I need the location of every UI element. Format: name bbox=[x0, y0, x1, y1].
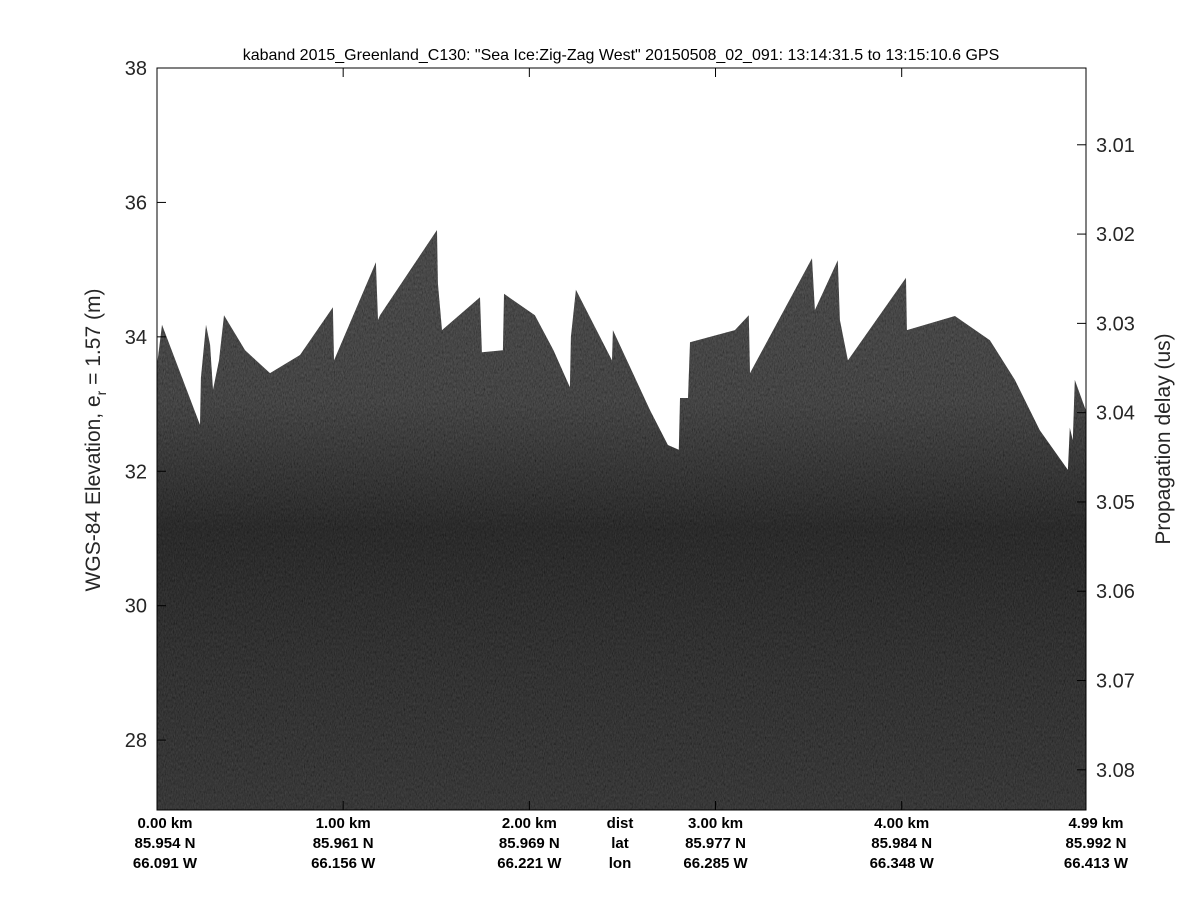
y2-tick-label: 3.02 bbox=[1096, 224, 1135, 246]
row-label-dist: dist bbox=[607, 815, 634, 832]
row-label-lat: lat bbox=[611, 835, 629, 852]
lon-label: 66.285 W bbox=[683, 855, 748, 872]
dist-label: 1.00 km bbox=[316, 815, 371, 832]
y-axis-right: 3.01 3.02 3.03 3.04 3.05 3.06 3.07 3.08 bbox=[1077, 135, 1135, 782]
y-tick-label: 30 bbox=[125, 596, 147, 618]
bottom-position-labels: dist lat lon 0.00 km 85.954 N 66.091 W 1.00… bbox=[133, 815, 1129, 872]
lat-label: 85.954 N bbox=[135, 835, 196, 852]
y2-tick-label: 3.06 bbox=[1096, 581, 1135, 603]
y2-tick-label: 3.03 bbox=[1096, 313, 1135, 335]
y2-tick-label: 3.07 bbox=[1096, 671, 1135, 693]
lon-label: 66.348 W bbox=[870, 855, 935, 872]
dist-label: 0.00 km bbox=[137, 815, 192, 832]
y2-tick-label: 3.01 bbox=[1096, 135, 1135, 157]
y2-tick-label: 3.04 bbox=[1096, 403, 1135, 425]
y-axis-left: 28 30 32 34 36 38 bbox=[125, 58, 166, 752]
y2-axis-label: Propagation delay (us) bbox=[1152, 333, 1175, 544]
row-label-lon: lon bbox=[609, 855, 632, 872]
y-tick-label: 28 bbox=[125, 730, 147, 752]
plot-frame bbox=[156, 67, 1087, 811]
x-axis-ticks bbox=[156, 68, 1087, 810]
y-tick-label: 38 bbox=[125, 58, 147, 80]
y-tick-label: 32 bbox=[125, 461, 147, 483]
y-axis-label: WGS-84 Elevation, er = 1.57 (m) bbox=[82, 289, 109, 592]
dist-label: 3.00 km bbox=[688, 815, 743, 832]
lat-label: 85.969 N bbox=[499, 835, 560, 852]
y2-tick-label: 3.05 bbox=[1096, 492, 1135, 514]
y2-tick-label: 3.08 bbox=[1096, 760, 1135, 782]
echogram-image bbox=[157, 230, 1086, 810]
lon-label: 66.413 W bbox=[1064, 855, 1129, 872]
y-tick-label: 36 bbox=[125, 192, 147, 214]
lat-label: 85.992 N bbox=[1066, 835, 1127, 852]
chart-title: kaband 2015_Greenland_C130: "Sea Ice:Zig… bbox=[243, 47, 1000, 64]
lat-label: 85.961 N bbox=[313, 835, 374, 852]
dist-label: 4.00 km bbox=[874, 815, 929, 832]
lat-label: 85.984 N bbox=[871, 835, 932, 852]
lon-label: 66.156 W bbox=[311, 855, 376, 872]
dist-label: 4.99 km bbox=[1068, 815, 1123, 832]
lon-label: 66.091 W bbox=[133, 855, 198, 872]
lat-label: 85.977 N bbox=[685, 835, 746, 852]
dist-label: 2.00 km bbox=[502, 815, 557, 832]
lon-label: 66.221 W bbox=[497, 855, 562, 872]
y-tick-label: 34 bbox=[125, 327, 147, 349]
